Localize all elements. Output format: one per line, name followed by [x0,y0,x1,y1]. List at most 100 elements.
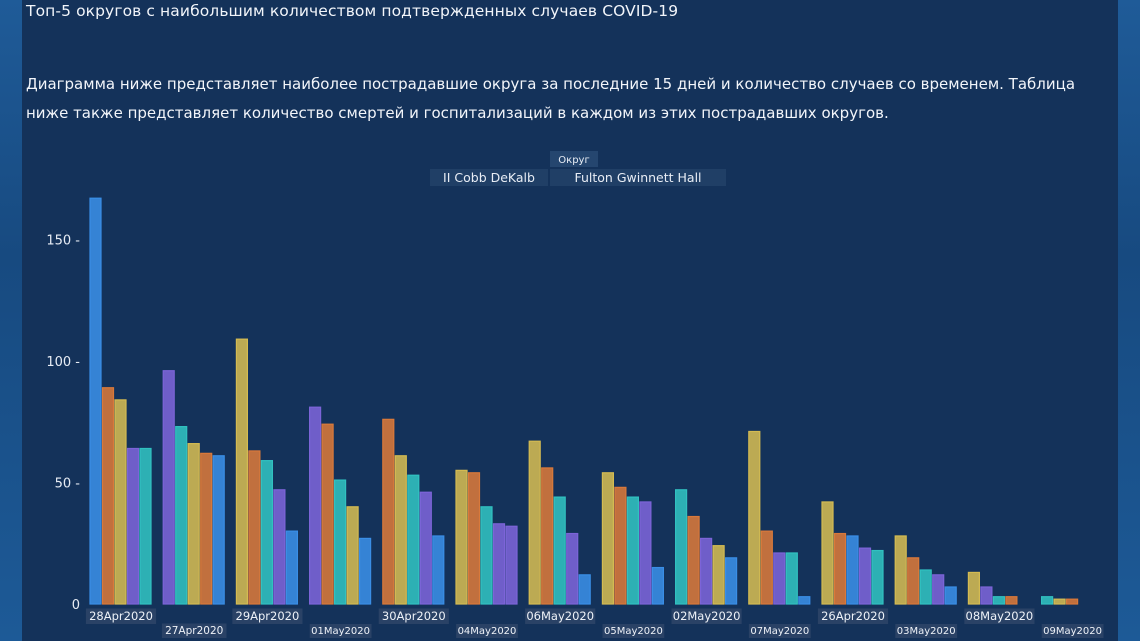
bar-27Apr2020-yellow-2[interactable] [187,443,200,605]
bar-26Apr2020-yellow-0[interactable] [821,501,834,605]
bar-07May2020-blue-4[interactable] [798,596,811,605]
bar-27Apr2020-teal-1[interactable] [175,426,188,605]
bar-04May2020-purple-3[interactable] [492,523,506,605]
x-tick-label: 08May2020 [966,609,1034,623]
bar-07May2020-yellow-0[interactable] [748,430,761,605]
bar-28Apr2020-purple-3[interactable] [126,447,140,605]
bar-09May2020-yellow-1[interactable] [1053,598,1066,605]
legend: Округ II Cobb DeKalb Fulton Gwinnett Hal… [430,151,726,186]
bar-29Apr2020-orange-1[interactable] [248,450,261,605]
content-panel: Топ-5 округов с наибольшим количеством п… [22,0,1118,641]
bar-05May2020-yellow-0[interactable] [601,472,615,605]
bar-08May2020-yellow-0[interactable] [967,571,981,605]
bar-08May2020-purple-1[interactable] [980,586,993,605]
x-tick-label-bg [895,624,958,638]
bar-30Apr2020-purple-3[interactable] [419,491,432,605]
bar-01May2020-orange-1[interactable] [321,423,334,605]
bar-27Apr2020-orange-3[interactable] [200,452,213,605]
bar-01May2020-teal-2[interactable] [334,479,347,605]
x-tick-label-bg [817,608,889,624]
bar-02May2020-teal-0[interactable] [674,489,688,605]
bar-27Apr2020-purple-0[interactable] [162,370,175,605]
x-tick-label-bg [85,608,157,624]
bar-03May2020-purple-3[interactable] [932,574,945,605]
bar-28Apr2020-orange-1[interactable] [101,387,115,605]
bar-29Apr2020-teal-2[interactable] [260,460,273,605]
bar-04May2020-yellow-0[interactable] [455,469,468,605]
bar-30Apr2020-teal-2[interactable] [407,474,420,605]
bar-07May2020-purple-2[interactable] [773,552,786,605]
chart-description: Диаграмма ниже представляет наиболее пос… [26,75,1076,122]
bar-08May2020-teal-2[interactable] [992,596,1006,605]
bar-04May2020-orange-1[interactable] [467,472,481,605]
x-tick-label: 01May2020 [311,626,370,637]
legend-left-entries: II Cobb DeKalb [443,170,535,185]
x-tick-label-bg [378,608,449,624]
bar-02May2020-purple-2[interactable] [699,537,713,605]
legend-right-box[interactable] [550,169,726,186]
bar-06May2020-teal-2[interactable] [553,496,566,605]
bar-30Apr2020-yellow-1[interactable] [394,455,407,605]
bar-28Apr2020-blue-0[interactable] [89,197,102,605]
left-edge-decoration [0,0,22,641]
bar-27Apr2020-blue-4[interactable] [212,455,225,605]
bar-09May2020-teal-0[interactable] [1040,596,1054,605]
x-tick-label: 09May2020 [1043,626,1102,637]
bar-05May2020-purple-3[interactable] [639,501,652,605]
bar-chart: Округ II Cobb DeKalb Fulton Gwinnett Hal… [46,151,1104,638]
x-tick-label: 05May2020 [604,626,663,637]
bar-07May2020-orange-1[interactable] [760,530,773,605]
bar-01May2020-purple-0[interactable] [309,406,322,605]
bar-30Apr2020-orange-0[interactable] [382,418,395,605]
bar-01May2020-blue-4[interactable] [359,537,372,605]
x-tick-label: 26Apr2020 [821,609,885,623]
legend-title-box [550,151,598,167]
bar-02May2020-blue-4[interactable] [724,557,738,605]
x-tick-label: 06May2020 [526,609,594,623]
bars [89,197,1079,605]
x-tick-label: 27Apr2020 [165,625,223,637]
x-axis: 28Apr2020 27Apr2020 29Apr2020 01May2020 30Ap… [85,608,1104,638]
bar-02May2020-yellow-3[interactable] [712,545,725,605]
bar-06May2020-orange-1[interactable] [541,467,554,605]
x-tick-label-bg [602,624,665,638]
x-tick-label-bg [1041,624,1104,638]
bar-26Apr2020-purple-3[interactable] [858,547,872,605]
right-edge-decoration [1118,0,1140,641]
bar-05May2020-orange-1[interactable] [614,486,627,605]
bar-04May2020-teal-2[interactable] [480,506,493,605]
bar-03May2020-yellow-0[interactable] [894,535,907,605]
bar-04May2020-purple-4[interactable] [505,525,518,605]
bar-07May2020-teal-3[interactable] [785,552,798,605]
bar-26Apr2020-teal-4[interactable] [871,549,884,605]
bar-06May2020-blue-4[interactable] [578,574,591,605]
x-tick-label-bg [964,608,1035,624]
bar-03May2020-teal-2[interactable] [919,569,932,605]
bar-06May2020-yellow-0[interactable] [528,440,541,605]
bar-29Apr2020-purple-3[interactable] [273,489,286,605]
bar-29Apr2020-blue-4[interactable] [285,530,298,605]
bar-30Apr2020-blue-4[interactable] [432,535,445,605]
bar-29Apr2020-yellow-0[interactable] [235,338,248,605]
x-tick-label-bg [671,608,742,624]
x-tick-label: 29Apr2020 [236,609,300,623]
bar-08May2020-orange-3[interactable] [1005,596,1018,605]
page-title: Топ-5 округов с наибольшим количеством п… [26,2,679,20]
bar-09May2020-orange-2[interactable] [1065,598,1079,605]
legend-left-box[interactable] [430,169,548,186]
bar-26Apr2020-blue-2[interactable] [846,535,859,605]
bar-28Apr2020-teal-4[interactable] [139,447,152,605]
bar-26Apr2020-orange-1[interactable] [833,532,847,605]
x-tick-label-bg [456,624,518,638]
bar-28Apr2020-yellow-2[interactable] [114,399,127,605]
legend-right-entries: Fulton Gwinnett Hall [574,170,701,185]
bar-03May2020-orange-1[interactable] [907,557,920,605]
x-tick-label-bg [161,623,227,638]
bar-06May2020-purple-3[interactable] [566,532,579,605]
bar-01May2020-yellow-3[interactable] [346,506,359,605]
bar-03May2020-blue-4[interactable] [944,586,957,605]
bar-05May2020-teal-2[interactable] [626,496,640,605]
bar-02May2020-orange-1[interactable] [687,515,700,605]
y-tick-label: 150 - [46,234,80,249]
bar-05May2020-blue-4[interactable] [651,566,665,605]
